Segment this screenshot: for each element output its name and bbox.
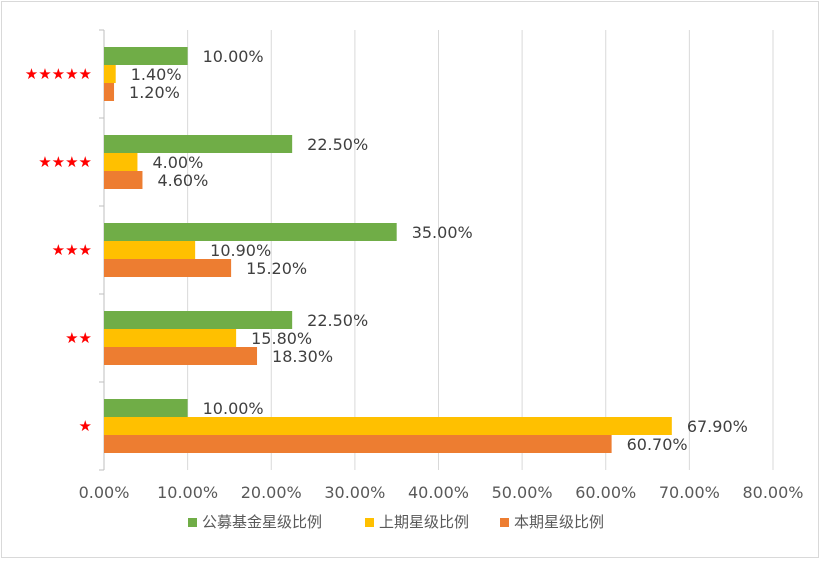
x-tick-label: 0.00% xyxy=(79,483,130,502)
bar xyxy=(104,259,232,277)
legend-label: 本期星级比例 xyxy=(514,513,604,531)
data-label: 67.90% xyxy=(687,417,748,436)
legend-swatch xyxy=(188,518,197,527)
data-label: 35.00% xyxy=(412,223,473,242)
category-label: ★★ xyxy=(65,329,92,347)
bar xyxy=(104,241,196,259)
bar xyxy=(104,435,612,453)
bar xyxy=(104,153,138,171)
legend-label: 上期星级比例 xyxy=(379,513,469,531)
category-label: ★ xyxy=(79,417,92,435)
bar xyxy=(104,47,188,65)
legend-swatch xyxy=(500,518,509,527)
bar xyxy=(104,311,293,329)
bar xyxy=(104,399,188,417)
legend-label: 公募基金星级比例 xyxy=(202,513,322,531)
bar xyxy=(104,223,397,241)
bar xyxy=(104,417,672,435)
data-label: 1.20% xyxy=(129,83,180,102)
data-label: 22.50% xyxy=(307,135,368,154)
x-tick-label: 20.00% xyxy=(241,483,302,502)
bar xyxy=(104,171,143,189)
category-label: ★★★ xyxy=(52,241,92,259)
data-label: 15.80% xyxy=(251,329,312,348)
data-label: 10.00% xyxy=(203,47,264,66)
bar xyxy=(104,347,258,365)
bar xyxy=(104,135,293,153)
x-tick-label: 80.00% xyxy=(742,483,803,502)
x-tick-label: 70.00% xyxy=(659,483,720,502)
data-label: 4.60% xyxy=(157,171,208,190)
x-tick-label: 30.00% xyxy=(324,483,385,502)
x-tick-label: 60.00% xyxy=(575,483,636,502)
data-label: 60.70% xyxy=(627,435,688,454)
bar xyxy=(104,65,116,83)
data-label: 22.50% xyxy=(307,311,368,330)
x-tick-label: 40.00% xyxy=(408,483,469,502)
category-label: ★★★★★ xyxy=(25,65,92,83)
data-label: 10.00% xyxy=(203,399,264,418)
data-label: 15.20% xyxy=(246,259,307,278)
x-tick-label: 50.00% xyxy=(492,483,553,502)
data-label: 10.90% xyxy=(210,241,271,260)
data-label: 4.00% xyxy=(152,153,203,172)
category-label: ★★★★ xyxy=(38,153,92,171)
data-label: 1.40% xyxy=(131,65,182,84)
x-tick-label: 10.00% xyxy=(157,483,218,502)
data-label: 18.30% xyxy=(272,347,333,366)
bar xyxy=(104,83,115,101)
bar xyxy=(104,329,237,347)
legend-swatch xyxy=(365,518,374,527)
